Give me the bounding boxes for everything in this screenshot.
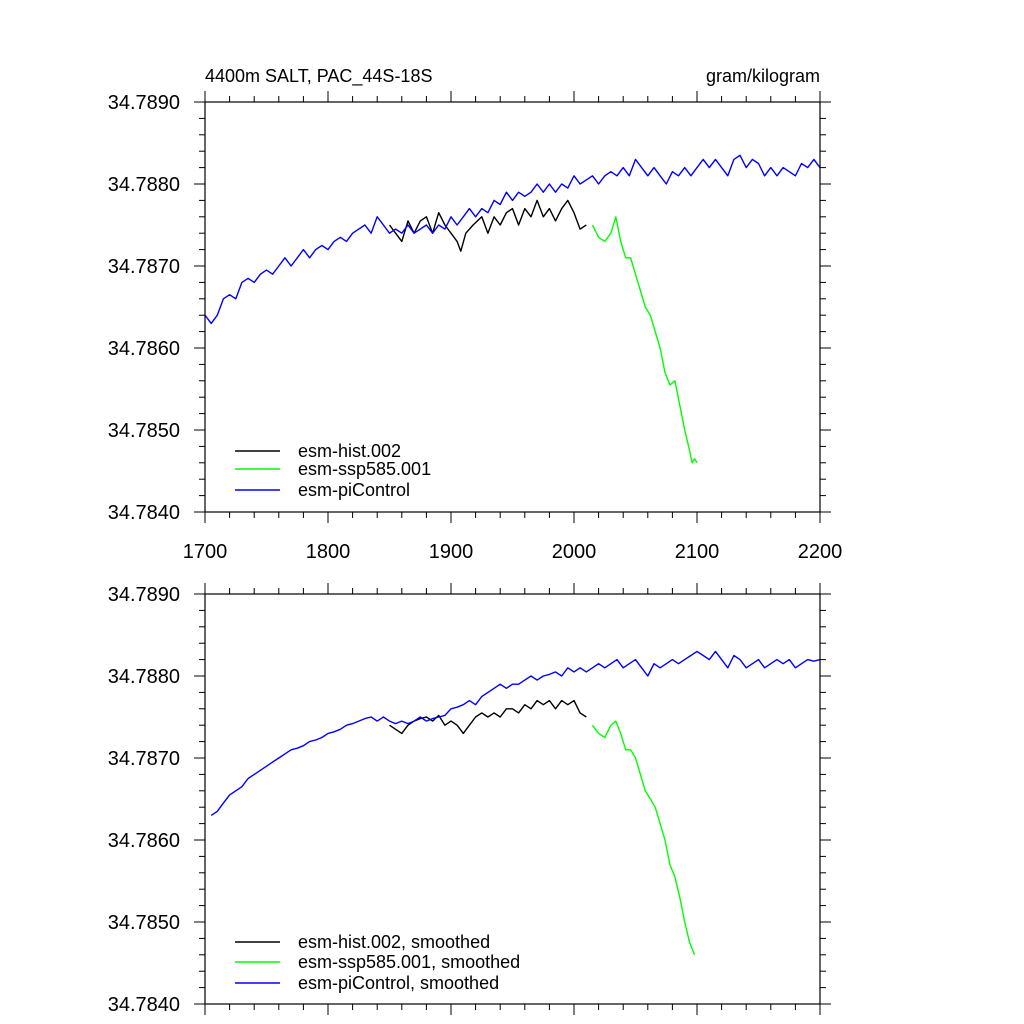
series-line	[591, 720, 696, 956]
x-tick-label: 2200	[798, 541, 843, 563]
legend-label: esm-piControl	[298, 480, 410, 500]
y-tick-label: 34.7860	[108, 338, 180, 360]
bottom-series-group	[210, 650, 821, 956]
legend-label: esm-ssp585.001	[298, 459, 431, 479]
bottom-axis-ticks: 34.7840 34.7850 34.7860 34.7870 34.7880 34.78…	[108, 583, 831, 1016]
y-tick-label: 34.7870	[108, 256, 180, 278]
bottom-panel: 34.7840 34.7850 34.7860 34.7870 34.7880 34.78…	[108, 583, 831, 1016]
series-line	[389, 699, 587, 735]
legend-label: esm-piControl, smoothed	[298, 973, 499, 993]
series-line	[210, 650, 821, 816]
x-tick-label: 1700	[183, 541, 228, 563]
legend-label: esm-hist.002, smoothed	[298, 932, 490, 952]
top-series-group	[204, 154, 821, 464]
y-tick-label: 34.7880	[108, 666, 180, 688]
top-panel: 4400m SALT, PAC_44S-18S gram/kilogram 17…	[108, 66, 843, 563]
x-tick-label: 2100	[675, 541, 720, 563]
y-tick-label: 34.7850	[108, 912, 180, 934]
top-axis-ticks: 1700 1800 1900 2000 2100 2200 34.7840 34.7850 34…	[108, 91, 843, 563]
chart-title-units: gram/kilogram	[706, 66, 820, 86]
x-tick-label: 1800	[306, 541, 351, 563]
y-tick-label: 34.7840	[108, 502, 180, 524]
series-line	[591, 216, 698, 464]
y-tick-label: 34.7890	[108, 584, 180, 606]
y-tick-label: 34.7850	[108, 420, 180, 442]
y-tick-label: 34.7890	[108, 92, 180, 114]
legend-label: esm-ssp585.001, smoothed	[298, 952, 520, 972]
legend-label: esm-hist.002	[298, 441, 401, 461]
y-tick-label: 34.7870	[108, 748, 180, 770]
series-line	[204, 154, 821, 325]
x-tick-label: 2000	[552, 541, 597, 563]
y-tick-label: 34.7840	[108, 994, 180, 1016]
chart-title-left: 4400m SALT, PAC_44S-18S	[205, 66, 432, 87]
y-tick-label: 34.7880	[108, 174, 180, 196]
bottom-plot-frame	[204, 593, 821, 1005]
y-tick-label: 34.7860	[108, 830, 180, 852]
series-line	[388, 199, 587, 252]
x-tick-label: 1900	[429, 541, 474, 563]
top-plot-frame	[204, 101, 821, 513]
